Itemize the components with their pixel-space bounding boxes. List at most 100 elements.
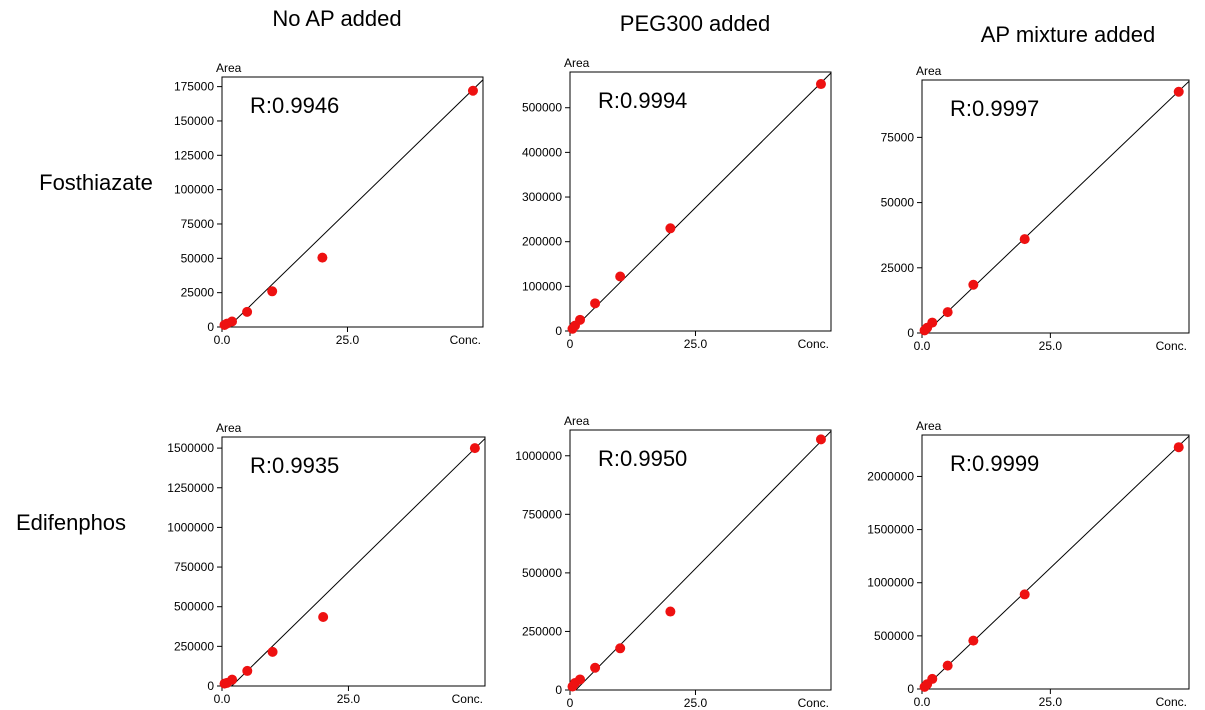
- y-tick-label: 500000: [874, 629, 914, 643]
- y-tick-label: 75000: [181, 217, 215, 231]
- data-point: [665, 606, 676, 617]
- y-tick-label: 0: [907, 326, 914, 340]
- y-tick-label: 25000: [181, 286, 215, 300]
- y-tick-label: 250000: [522, 624, 562, 638]
- r-value-label: R:0.9935: [250, 453, 339, 478]
- x-axis-label: Conc.: [1156, 339, 1187, 353]
- y-tick-label: 300000: [522, 190, 562, 204]
- plot-frame: [569, 71, 832, 332]
- data-point: [942, 307, 953, 318]
- y-tick-label: 0: [207, 679, 214, 693]
- data-point: [267, 646, 278, 657]
- y-tick-label: 50000: [181, 251, 215, 265]
- x-tick-label: 0.0: [914, 339, 931, 353]
- regression-line: [227, 79, 483, 327]
- charts-layer: 0 25000 50000 75000 100000 125000 150000 175000…: [167, 56, 1190, 710]
- y-tick-label: 500000: [174, 600, 214, 614]
- data-point: [227, 674, 238, 685]
- y-tick-label: 1500000: [167, 441, 214, 455]
- data-point: [575, 314, 586, 325]
- chart-0-1: 0 100000 200000 300000 400000 500000 0 25.0 Conc…: [522, 56, 832, 351]
- data-point: [615, 643, 626, 654]
- data-point: [590, 662, 601, 673]
- y-tick-label: 150000: [174, 114, 214, 128]
- chart-0-0: 0 25000 50000 75000 100000 125000 150000 175000…: [174, 61, 484, 347]
- y-tick-label: 0: [555, 324, 562, 338]
- data-point: [1019, 589, 1030, 600]
- data-point: [575, 674, 586, 685]
- regression-line: [575, 430, 831, 690]
- data-point: [942, 660, 953, 671]
- y-axis-label: Area: [216, 61, 242, 75]
- y-axis-label: Area: [564, 56, 590, 70]
- data-point: [665, 223, 676, 234]
- y-tick-label: 1000000: [167, 520, 214, 534]
- data-point: [242, 306, 253, 317]
- y-tick-label: 2000000: [867, 469, 914, 483]
- plot-frame: [221, 436, 486, 687]
- data-point: [968, 279, 979, 290]
- data-point: [267, 286, 278, 297]
- x-tick-label: 25.0: [684, 696, 708, 710]
- x-axis-label: Conc.: [798, 337, 829, 351]
- data-point: [1019, 234, 1030, 245]
- regression-line: [924, 80, 1189, 333]
- y-tick-label: 1500000: [867, 523, 914, 537]
- column-title-peg300: PEG300 added: [620, 11, 770, 36]
- data-point: [1173, 86, 1184, 97]
- chart-1-2: 0 500000 1000000 1500000 2000000 0.0 25.0 Conc.…: [867, 419, 1190, 709]
- x-axis-label: Conc.: [798, 696, 829, 710]
- y-axis-label: Area: [564, 414, 590, 428]
- y-tick-label: 1000000: [867, 576, 914, 590]
- data-point: [968, 635, 979, 646]
- data-point: [467, 85, 478, 96]
- y-tick-label: 25000: [881, 261, 915, 275]
- data-point: [615, 271, 626, 282]
- data-point: [469, 443, 480, 454]
- data-point: [815, 434, 826, 445]
- data-point: [317, 252, 328, 263]
- y-tick-label: 175000: [174, 80, 214, 94]
- column-title-ap-mixture: AP mixture added: [981, 22, 1155, 47]
- x-tick-label: 25.0: [337, 692, 361, 706]
- r-value-label: R:0.9946: [250, 93, 339, 118]
- x-tick-label: 0.0: [214, 333, 231, 347]
- data-point: [1173, 442, 1184, 453]
- x-tick-label: 0.0: [914, 695, 931, 709]
- y-tick-label: 100000: [174, 183, 214, 197]
- row-title-fosthiazate: Fosthiazate: [39, 170, 153, 195]
- regression-line: [231, 438, 485, 686]
- x-tick-label: 0: [567, 696, 574, 710]
- y-tick-label: 400000: [522, 145, 562, 159]
- y-axis-label: Area: [216, 421, 242, 435]
- data-point: [815, 79, 826, 90]
- y-tick-label: 0: [555, 683, 562, 697]
- r-value-label: R:0.9994: [598, 88, 687, 113]
- regression-line: [570, 72, 831, 331]
- data-point: [227, 316, 238, 327]
- chart-1-0: 0 250000 500000 750000 1000000 1250000 1500000…: [167, 421, 486, 706]
- column-title-no-ap: No AP added: [272, 6, 401, 31]
- y-axis-label: Area: [916, 64, 942, 78]
- data-point: [927, 317, 938, 328]
- r-value-label: R:0.9999: [950, 451, 1039, 476]
- y-tick-label: 125000: [174, 148, 214, 162]
- y-tick-label: 0: [907, 682, 914, 696]
- y-tick-label: 100000: [522, 279, 562, 293]
- regression-line: [922, 435, 1189, 689]
- row-title-edifenphos: Edifenphos: [16, 510, 126, 535]
- x-tick-label: 0.0: [214, 692, 231, 706]
- y-tick-label: 75000: [881, 130, 915, 144]
- y-tick-label: 1250000: [167, 481, 214, 495]
- x-axis-label: Conc.: [450, 333, 481, 347]
- y-tick-label: 0: [207, 320, 214, 334]
- data-point: [590, 298, 601, 309]
- y-tick-label: 500000: [522, 101, 562, 115]
- y-tick-label: 250000: [174, 639, 214, 653]
- plot-frame: [569, 429, 832, 691]
- y-tick-label: 200000: [522, 235, 562, 249]
- y-tick-label: 1000000: [515, 449, 562, 463]
- y-axis-label: Area: [916, 419, 942, 433]
- r-value-label: R:0.9950: [598, 446, 687, 471]
